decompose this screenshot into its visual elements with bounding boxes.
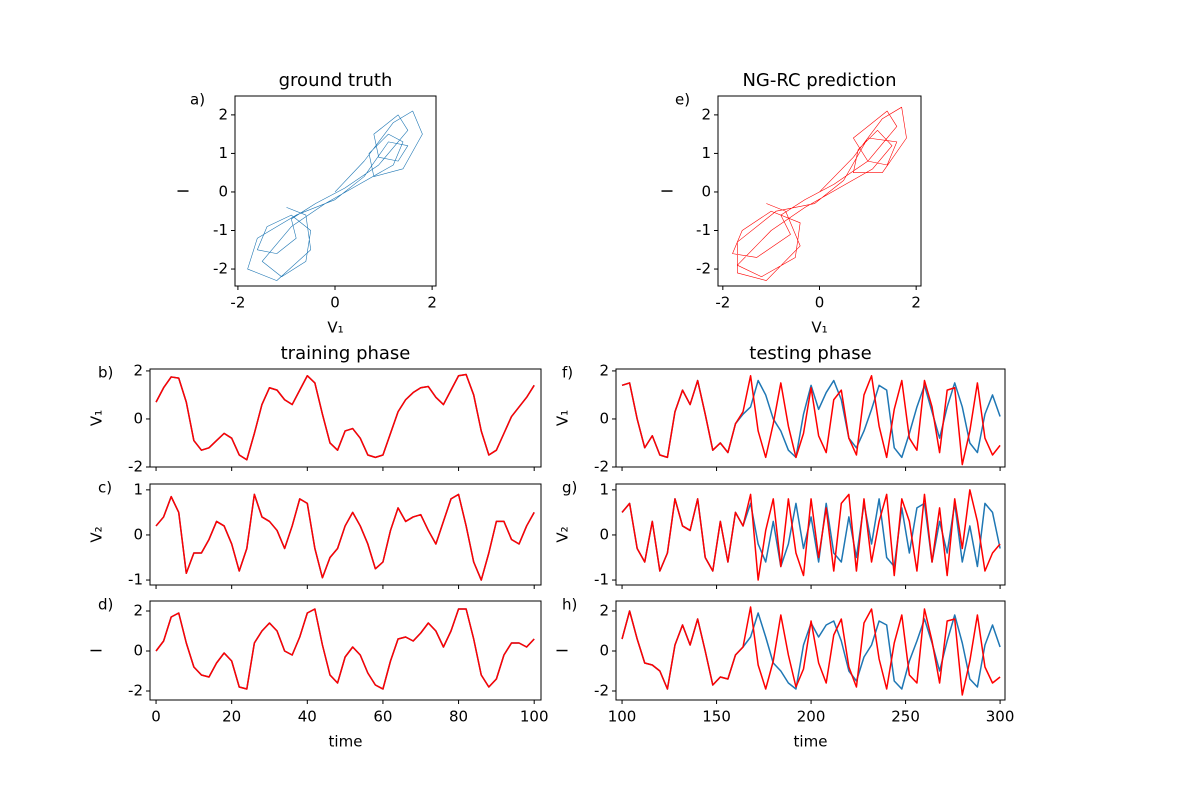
y-tick-label: 2: [599, 602, 609, 620]
panel-label: e): [675, 91, 690, 109]
panel-title: testing phase: [749, 343, 871, 364]
y-tick-label: 0: [133, 642, 143, 660]
y-tick-label: 0: [133, 525, 143, 543]
panel-label: a): [190, 91, 205, 109]
x-tick-label: 300: [986, 708, 1015, 726]
y-tick-label: -1: [594, 571, 609, 589]
y-tick-label: -2: [696, 260, 711, 278]
axes-frame: [149, 368, 542, 468]
x-tick-label: 0: [330, 294, 340, 312]
y-axis-label: V₁: [554, 410, 572, 426]
panel-label: d): [98, 596, 113, 614]
data-line: [732, 106, 907, 281]
data-line: [621, 606, 1001, 696]
y-tick-label: -2: [128, 458, 143, 476]
x-tick-label: 250: [891, 708, 920, 726]
x-tick-label: 2: [911, 294, 921, 312]
y-axis-label: V₁: [88, 410, 106, 426]
y-tick-label: 2: [133, 361, 143, 379]
axes-frame: [615, 368, 1006, 468]
y-axis-label: I: [659, 189, 677, 193]
x-tick-label: 60: [373, 708, 392, 726]
y-tick-label: 0: [133, 409, 143, 427]
y-tick-label: 0: [599, 409, 609, 427]
y-axis-label: I: [554, 648, 572, 652]
y-tick-label: -1: [128, 571, 143, 589]
data-line: [621, 374, 1001, 466]
y-axis-label: V₂: [554, 526, 572, 542]
y-tick-label: -1: [213, 221, 228, 239]
y-tick-label: 0: [599, 525, 609, 543]
data-line: [155, 493, 535, 581]
x-tick-label: 100: [520, 708, 549, 726]
y-tick-label: 0: [701, 182, 711, 200]
data-line: [155, 373, 535, 461]
x-tick-label: 80: [449, 708, 468, 726]
x-tick-label: -2: [715, 294, 730, 312]
x-axis-label: V₁: [327, 319, 343, 337]
data-line: [247, 110, 423, 281]
y-axis-label: I: [88, 648, 106, 652]
x-tick-label: 0: [151, 708, 161, 726]
data-line: [155, 608, 535, 690]
y-tick-label: 1: [701, 144, 711, 162]
y-tick-label: -2: [594, 682, 609, 700]
y-tick-label: -1: [696, 221, 711, 239]
panel-title: ground truth: [279, 70, 393, 91]
x-axis-label: time: [329, 733, 363, 751]
x-tick-label: 200: [797, 708, 826, 726]
y-tick-label: 2: [701, 105, 711, 123]
panel-label: f): [562, 364, 573, 382]
y-tick-label: -2: [594, 458, 609, 476]
x-tick-label: 0: [815, 294, 825, 312]
y-tick-label: 1: [218, 144, 228, 162]
panel-title: training phase: [281, 343, 411, 364]
y-axis-label: I: [175, 189, 193, 193]
y-tick-label: 2: [218, 105, 228, 123]
x-tick-label: 2: [427, 294, 437, 312]
y-tick-label: 2: [599, 361, 609, 379]
y-tick-label: 0: [599, 642, 609, 660]
y-tick-label: 1: [133, 480, 143, 498]
panel-label: g): [562, 479, 577, 497]
x-tick-label: -2: [230, 294, 245, 312]
panel-label: h): [562, 596, 577, 614]
x-axis-label: time: [794, 733, 828, 751]
panel-label: b): [98, 364, 113, 382]
y-axis-label: V₂: [88, 526, 106, 542]
y-tick-label: -2: [128, 682, 143, 700]
x-tick-label: 40: [298, 708, 317, 726]
x-axis-label: V₁: [811, 319, 827, 337]
x-tick-label: 150: [702, 708, 731, 726]
y-tick-label: 2: [133, 602, 143, 620]
y-tick-label: -2: [213, 260, 228, 278]
x-tick-label: 20: [222, 708, 241, 726]
data-line: [621, 489, 1001, 581]
x-tick-label: 100: [608, 708, 637, 726]
panel-label: c): [98, 479, 112, 497]
y-tick-label: 0: [218, 182, 228, 200]
y-tick-label: 1: [599, 480, 609, 498]
panel-title: NG-RC prediction: [742, 70, 896, 91]
